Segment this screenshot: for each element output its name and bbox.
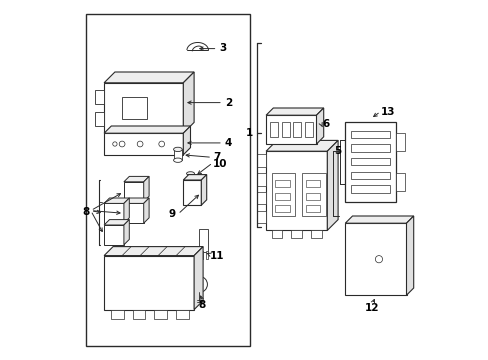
Bar [310,230,321,238]
Bar [104,256,194,310]
Bar [186,174,194,180]
Text: 9: 9 [169,209,176,219]
Text: 5: 5 [333,146,340,156]
Bar [302,173,325,216]
Bar [86,14,249,346]
Polygon shape [265,140,337,151]
Bar [350,158,389,165]
Polygon shape [123,198,129,223]
Circle shape [375,256,382,263]
Bar [269,122,277,137]
Polygon shape [406,216,413,295]
Bar [350,172,389,179]
Circle shape [137,141,142,147]
Polygon shape [183,126,190,155]
Bar [257,192,265,204]
Bar [183,180,201,205]
Polygon shape [104,126,190,133]
Circle shape [119,141,125,147]
Bar [293,122,301,137]
Bar [123,203,143,223]
Bar [257,211,265,223]
Bar [275,205,289,212]
Text: 12: 12 [365,303,379,313]
Polygon shape [143,198,149,223]
Bar [275,180,289,187]
Ellipse shape [173,147,182,152]
Polygon shape [183,72,194,133]
Bar [123,182,143,202]
Bar [176,310,188,319]
Polygon shape [201,175,206,205]
Bar [104,203,123,223]
Text: 4: 4 [224,138,232,148]
Text: 13: 13 [381,107,395,117]
Bar [200,251,203,259]
Circle shape [191,276,207,292]
Bar [122,97,147,119]
Bar [345,223,406,295]
Bar [257,154,265,167]
Bar [173,149,182,160]
Bar [305,193,320,200]
Text: 3: 3 [219,43,226,53]
Bar [350,144,389,152]
Text: 2: 2 [224,98,231,108]
Bar [257,173,265,186]
Text: 8: 8 [198,300,205,310]
Bar [133,310,145,319]
Bar [154,310,167,319]
Bar [275,193,289,200]
Bar [111,310,123,319]
Circle shape [159,141,164,147]
Bar [350,185,389,193]
Ellipse shape [186,178,194,182]
Polygon shape [123,220,129,245]
Polygon shape [316,108,323,144]
Bar [271,230,282,238]
Polygon shape [104,72,194,83]
Bar [305,205,320,212]
Bar [291,230,302,238]
Bar [95,90,104,104]
Polygon shape [123,198,149,203]
Bar [205,251,208,259]
Bar [265,151,326,230]
Text: 11: 11 [210,251,224,261]
Polygon shape [104,247,203,256]
Bar [345,122,395,202]
Bar [104,225,123,245]
Bar [287,139,302,144]
Bar [265,115,316,144]
Text: 6: 6 [321,119,328,129]
Bar [395,173,404,191]
Bar [305,180,320,187]
Polygon shape [143,176,149,202]
Polygon shape [104,220,129,225]
Ellipse shape [173,158,182,162]
Ellipse shape [186,172,194,175]
Polygon shape [104,198,129,203]
Polygon shape [265,108,323,115]
Bar [271,173,294,216]
Bar [350,131,389,138]
Text: 1: 1 [246,128,253,138]
Bar [104,83,183,133]
Text: 10: 10 [213,159,227,169]
Bar [305,122,313,137]
Bar [104,133,183,155]
Bar [281,122,289,137]
Bar [395,133,404,151]
Circle shape [113,142,117,146]
Bar [199,229,208,252]
Polygon shape [194,247,203,310]
Text: 8: 8 [82,207,89,217]
Bar [95,112,104,126]
Polygon shape [123,176,149,182]
Circle shape [196,281,203,288]
Polygon shape [345,216,413,223]
Polygon shape [183,175,206,180]
Polygon shape [326,140,337,230]
Text: 7: 7 [213,152,220,162]
